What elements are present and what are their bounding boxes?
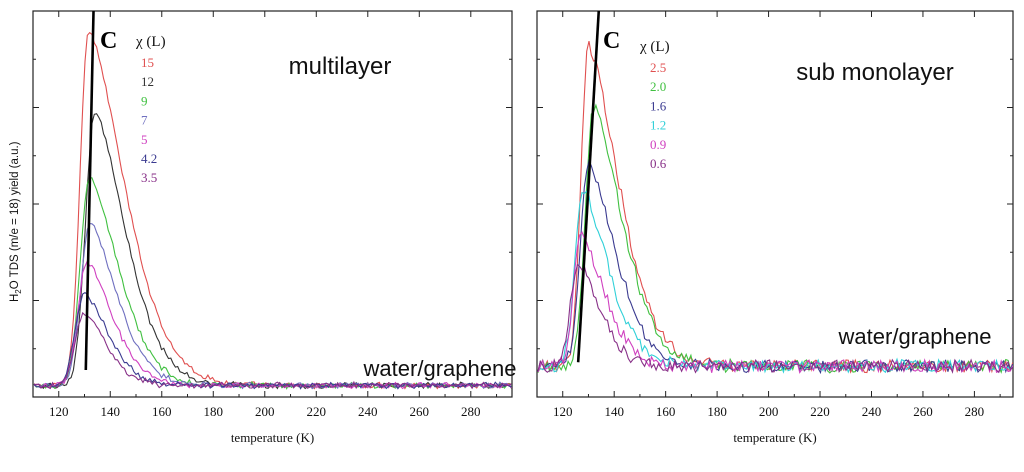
legend-entry: 5 <box>141 132 148 147</box>
plot-frame <box>32 10 513 398</box>
legend-entry: 7 <box>141 113 148 128</box>
legend-entry: 15 <box>141 55 154 70</box>
legend-entry: 3.5 <box>141 170 157 185</box>
y-label-post: O TDS (m/e = 18) yield (a.u.) <box>9 141 21 289</box>
x-tick-label: 160 <box>152 404 172 419</box>
series-line-0.9 <box>537 231 1013 374</box>
panel-letter: C <box>603 28 620 54</box>
series-line-2.5 <box>537 40 1013 374</box>
x-tick-label: 120 <box>553 404 573 419</box>
legend-entry: 1.2 <box>650 118 666 133</box>
x-tick-label: 160 <box>656 404 676 419</box>
legend-entry: 0.9 <box>650 137 666 152</box>
legend-entry: 0.6 <box>650 156 667 171</box>
x-tick-label: 140 <box>604 404 624 419</box>
legend-entry: 4.2 <box>141 151 157 166</box>
x-tick-label: 120 <box>49 404 69 419</box>
legend-entry: 9 <box>141 93 148 108</box>
x-tick-label: 260 <box>410 404 430 419</box>
series-line-7 <box>33 223 512 390</box>
panel-title: multilayer <box>289 53 392 80</box>
y-label-pre: H <box>9 294 21 302</box>
legend-entry: 12 <box>141 74 154 89</box>
series-line-12 <box>33 113 512 390</box>
legend-title: χ (L) <box>639 39 670 55</box>
x-tick-label: 220 <box>307 404 327 419</box>
system-label: water/graphene <box>838 324 992 349</box>
x-tick-label: 220 <box>810 404 830 419</box>
x-tick-label: 180 <box>204 404 224 419</box>
x-tick-label: 240 <box>862 404 882 419</box>
panel-title: sub monolayer <box>796 59 953 86</box>
x-tick-label: 200 <box>255 404 275 419</box>
series-line-3.5 <box>33 311 512 390</box>
series-line-0.6 <box>537 263 1013 374</box>
x-tick-label: 240 <box>358 404 378 419</box>
x-axis-label: temperature (K) <box>231 430 314 445</box>
series-group <box>33 31 512 390</box>
x-axis-label: temperature (K) <box>733 430 816 445</box>
x-tick-label: 180 <box>707 404 727 419</box>
x-tick-label: 200 <box>759 404 779 419</box>
legend-entry: 2.5 <box>650 60 666 75</box>
series-line-1.6 <box>537 158 1013 375</box>
series-group <box>537 40 1013 375</box>
legend-entry: 1.6 <box>650 98 667 113</box>
x-tick-label: 280 <box>965 404 985 419</box>
panel-letter: C <box>100 28 117 54</box>
system-label: water/graphene <box>363 356 517 381</box>
x-tick-label: 140 <box>101 404 121 419</box>
legend-entry: 2.0 <box>650 79 666 94</box>
panel-multilayer: 120 140 160 180 200 220 240 260 280 temperature (… <box>32 10 517 445</box>
x-tick-label: 280 <box>461 404 481 419</box>
peak-shift-line <box>84 10 95 371</box>
panel-sub-monolayer: 120 140 160 180 200 220 240 260 280 temperature (… <box>536 10 1014 445</box>
y-axis-label: H2O TDS (m/e = 18) yield (a.u.) <box>9 141 23 302</box>
x-tick-label: 260 <box>913 404 933 419</box>
series-line-15 <box>33 31 512 390</box>
legend-title: χ (L) <box>135 34 166 50</box>
peak-shift-line <box>576 10 601 363</box>
y-label-sub: 2 <box>14 289 23 294</box>
